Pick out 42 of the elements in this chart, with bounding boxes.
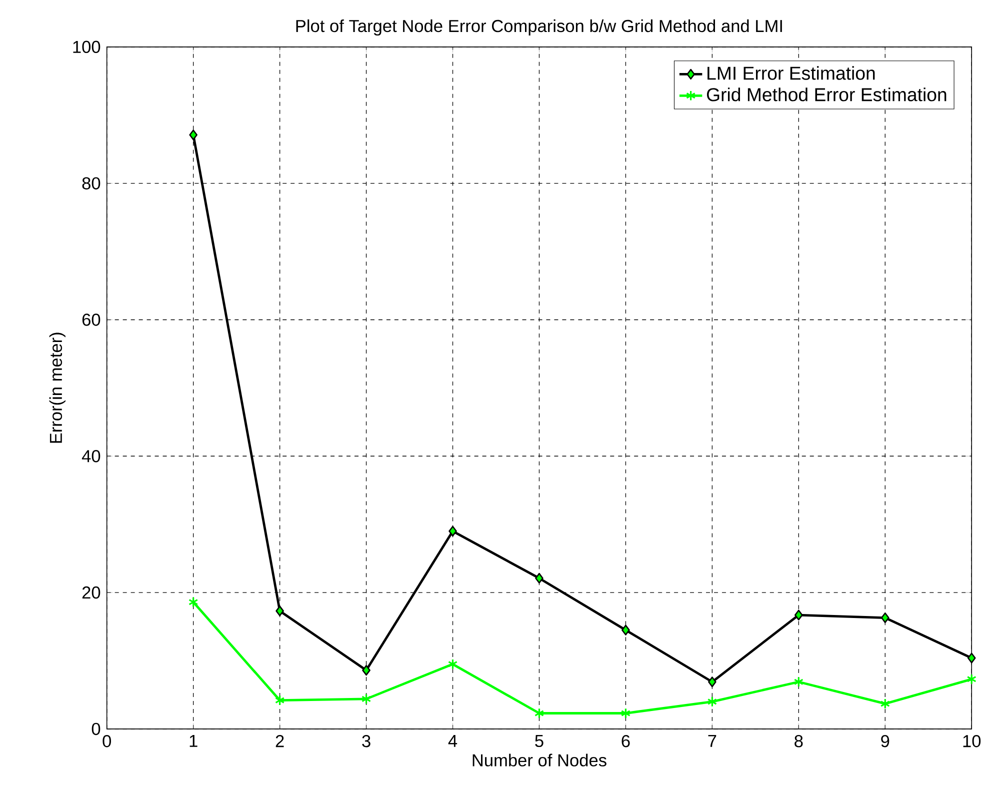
point bbox=[189, 130, 198, 140]
point bbox=[794, 676, 804, 688]
point bbox=[794, 610, 803, 620]
point bbox=[967, 652, 976, 664]
point bbox=[880, 612, 890, 624]
x-tick-label: 0 bbox=[102, 735, 111, 748]
point bbox=[966, 674, 976, 685]
point bbox=[535, 572, 544, 584]
point bbox=[362, 665, 370, 676]
x-tick-label: 3 bbox=[362, 735, 370, 748]
y-axis-title: Error(in meter) bbox=[49, 332, 66, 443]
x-axis-title: Number of Nodes bbox=[472, 754, 606, 767]
x-tick-label: 5 bbox=[535, 735, 544, 748]
point bbox=[448, 658, 458, 670]
x-tick-label: 9 bbox=[881, 735, 890, 748]
y-tick-label: 80 bbox=[82, 177, 100, 190]
y-tick-label: 20 bbox=[82, 586, 100, 599]
x-tick-label: 2 bbox=[276, 735, 284, 748]
y-tick-label: 40 bbox=[82, 450, 100, 462]
x-tick-label: 8 bbox=[794, 735, 803, 748]
point bbox=[708, 676, 716, 688]
point bbox=[620, 708, 631, 719]
point bbox=[448, 526, 457, 537]
x-tick-label: 1 bbox=[190, 735, 198, 747]
chart-title: Plot of Target Node Error Comparison b/w Grid Method and LMI bbox=[296, 20, 782, 36]
point bbox=[534, 708, 544, 719]
y-tick-label: 60 bbox=[82, 314, 100, 326]
point bbox=[880, 698, 890, 710]
x-tick-label: 4 bbox=[448, 735, 458, 747]
point bbox=[188, 596, 198, 608]
x-tick-label: 10 bbox=[963, 735, 981, 748]
point bbox=[361, 694, 372, 704]
point bbox=[276, 606, 284, 616]
y-tick-label: 0 bbox=[92, 722, 100, 736]
legend-label: Grid Method Error Estimation bbox=[706, 88, 946, 102]
x-tick-label: 7 bbox=[708, 735, 716, 747]
x-tick-label: 6 bbox=[622, 735, 630, 748]
point bbox=[274, 694, 285, 706]
point bbox=[622, 624, 630, 636]
legend-label: LMI Error Estimation bbox=[708, 66, 875, 80]
y-tick-label: 100 bbox=[73, 40, 100, 54]
point bbox=[707, 696, 718, 708]
